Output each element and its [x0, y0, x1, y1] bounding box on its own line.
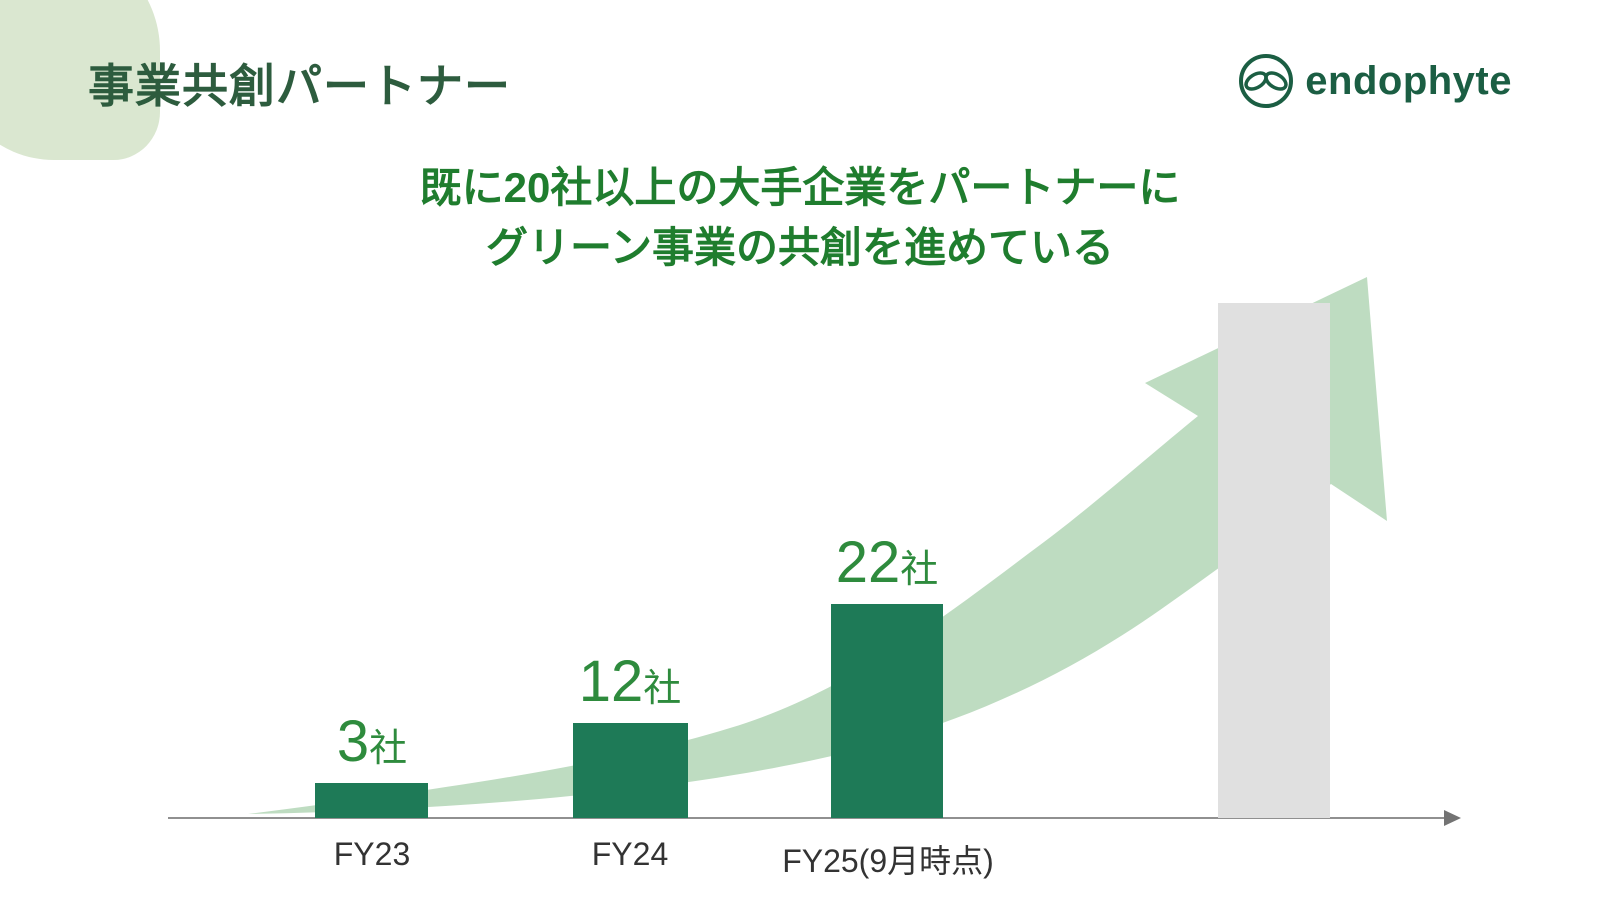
brand-logo: endophyte [1237, 52, 1512, 110]
x-axis-arrowhead-icon [1444, 810, 1461, 826]
value-label-fy25: 22社 [767, 534, 1007, 592]
bar-fy24 [573, 723, 688, 818]
x-axis-label-fy24: FY24 [591, 836, 669, 872]
value-unit: 社 [643, 668, 682, 710]
bar-fy23 [315, 783, 428, 818]
value-number: 3 [336, 709, 370, 774]
brand-logo-text: endophyte [1305, 58, 1512, 103]
headline-line-1: 既に20社以上の大手企業をパートナーに [419, 164, 1181, 211]
bar-future-projection [1218, 303, 1330, 818]
corner-blob-decoration [0, 0, 160, 160]
value-unit: 社 [369, 728, 408, 770]
x-axis-label-fy23: FY23 [333, 836, 411, 872]
value-number: 22 [835, 530, 901, 595]
value-label-fy24: 12社 [510, 653, 750, 711]
headline: 既に20社以上の大手企業をパートナーに グリーン事業の共創を進めている [0, 158, 1600, 277]
x-axis-line [168, 817, 1448, 819]
page-title: 事業共創パートナー [88, 60, 511, 112]
bar-fy25 [831, 604, 943, 818]
headline-line-2: グリーン事業の共創を進めている [486, 223, 1114, 271]
value-number: 12 [578, 649, 644, 714]
value-label-fy23: 3社 [252, 713, 492, 771]
x-axis-label-fy25: FY25(9月時点) [782, 843, 994, 879]
value-unit: 社 [900, 549, 939, 591]
endophyte-leaf-logo-icon [1239, 54, 1294, 108]
